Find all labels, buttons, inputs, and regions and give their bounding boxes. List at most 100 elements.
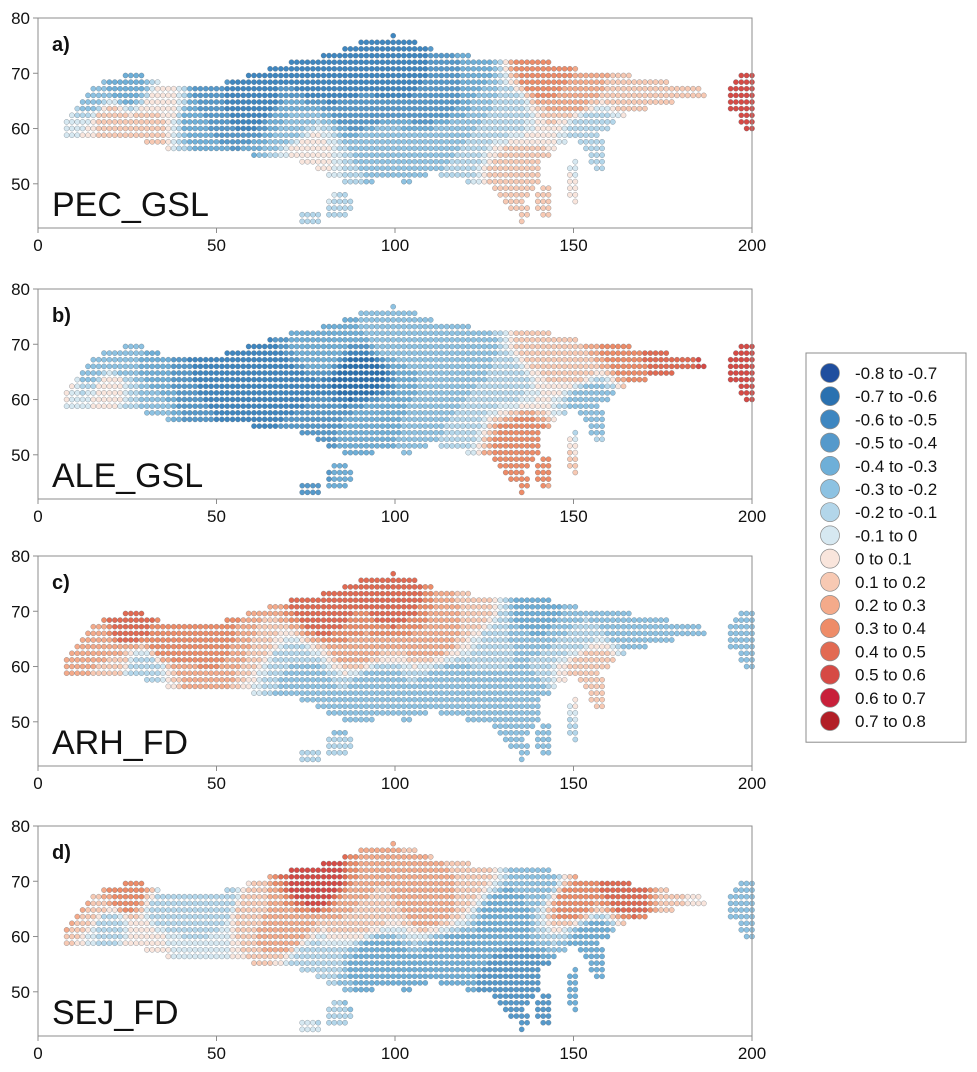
grid-point: [535, 132, 541, 138]
grid-point: [128, 119, 134, 125]
grid-point: [261, 119, 268, 125]
grid-point: [390, 390, 396, 396]
grid-point: [604, 343, 611, 350]
grid-point: [577, 670, 584, 676]
grid-point: [294, 670, 300, 676]
grid-point: [604, 643, 611, 650]
grid-point: [390, 610, 396, 617]
grid-point: [358, 92, 364, 99]
grid-point: [508, 356, 514, 363]
grid-point: [352, 383, 359, 390]
grid-point: [106, 396, 113, 403]
grid-point: [733, 85, 739, 92]
grid-point: [417, 112, 423, 119]
grid-point: [583, 92, 589, 99]
grid-point: [347, 317, 354, 323]
grid-point: [411, 637, 418, 643]
grid-point: [508, 383, 514, 390]
grid-point: [256, 72, 263, 79]
x-tick-label: 50: [207, 507, 226, 526]
grid-point: [556, 383, 562, 390]
grid-point: [513, 172, 520, 178]
grid-point: [85, 663, 91, 670]
grid-point: [486, 66, 493, 72]
grid-point: [631, 85, 637, 92]
grid-point: [642, 350, 648, 356]
grid-point: [197, 105, 204, 112]
grid-point: [588, 657, 595, 663]
grid-point: [438, 597, 445, 603]
grid-point: [165, 677, 172, 683]
grid-point: [128, 630, 134, 637]
grid-point: [390, 59, 396, 65]
grid-point: [224, 643, 230, 650]
grid-point: [529, 623, 536, 630]
grid-point: [492, 617, 498, 623]
grid-point: [320, 390, 327, 396]
grid-point: [567, 72, 573, 79]
grid-point: [476, 630, 482, 637]
grid-point: [470, 99, 477, 105]
grid-point: [138, 650, 145, 657]
grid-point: [529, 683, 536, 690]
grid-point: [395, 663, 402, 670]
grid-point: [508, 443, 514, 449]
grid-point: [106, 670, 113, 676]
grid-point: [208, 99, 214, 105]
grid-point: [181, 677, 188, 683]
grid-point: [342, 370, 348, 376]
grid-point: [540, 119, 546, 125]
grid-point: [743, 119, 750, 125]
grid-point: [551, 85, 557, 92]
grid-point: [502, 703, 509, 710]
grid-point: [449, 436, 455, 443]
grid-point: [567, 610, 573, 617]
grid-point: [176, 410, 182, 416]
grid-point: [251, 350, 257, 356]
grid-point: [476, 85, 482, 92]
grid-point: [401, 690, 407, 696]
grid-point: [492, 610, 498, 617]
grid-point: [529, 703, 536, 710]
grid-point: [369, 597, 375, 603]
grid-point: [112, 99, 118, 105]
grid-point: [486, 72, 493, 79]
grid-point: [331, 743, 338, 749]
grid-point: [540, 66, 546, 72]
grid-point: [395, 617, 402, 623]
grid-point: [572, 376, 579, 383]
grid-point: [470, 390, 477, 396]
grid-point: [427, 623, 434, 630]
grid-point: [524, 172, 530, 178]
grid-point: [192, 403, 198, 409]
grid-point: [535, 476, 541, 482]
grid-point: [556, 105, 562, 112]
grid-point: [379, 125, 386, 132]
grid-point: [369, 310, 375, 317]
grid-point: [444, 112, 450, 119]
grid-point: [422, 363, 429, 370]
grid-point: [390, 132, 396, 138]
grid-point: [352, 657, 359, 663]
grid-point: [304, 617, 311, 623]
grid-point: [460, 172, 466, 178]
grid-point: [567, 383, 573, 390]
grid-point: [261, 683, 268, 690]
grid-point: [524, 410, 530, 416]
grid-point: [122, 657, 129, 663]
grid-point: [342, 416, 348, 423]
grid-point: [106, 390, 113, 396]
grid-point: [433, 376, 439, 383]
grid-point: [481, 617, 488, 623]
grid-point: [310, 677, 316, 683]
grid-point: [294, 690, 300, 696]
grid-point: [315, 436, 321, 443]
grid-point: [572, 710, 579, 716]
grid-point: [567, 363, 573, 370]
grid-point: [476, 390, 482, 396]
grid-point: [358, 310, 364, 317]
grid-point: [154, 643, 161, 650]
correlation-field: [63, 303, 755, 496]
grid-point: [502, 198, 509, 205]
grid-point: [406, 376, 413, 383]
